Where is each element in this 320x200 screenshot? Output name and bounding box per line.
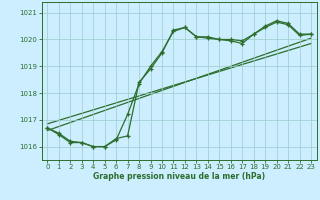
X-axis label: Graphe pression niveau de la mer (hPa): Graphe pression niveau de la mer (hPa)	[93, 172, 265, 181]
